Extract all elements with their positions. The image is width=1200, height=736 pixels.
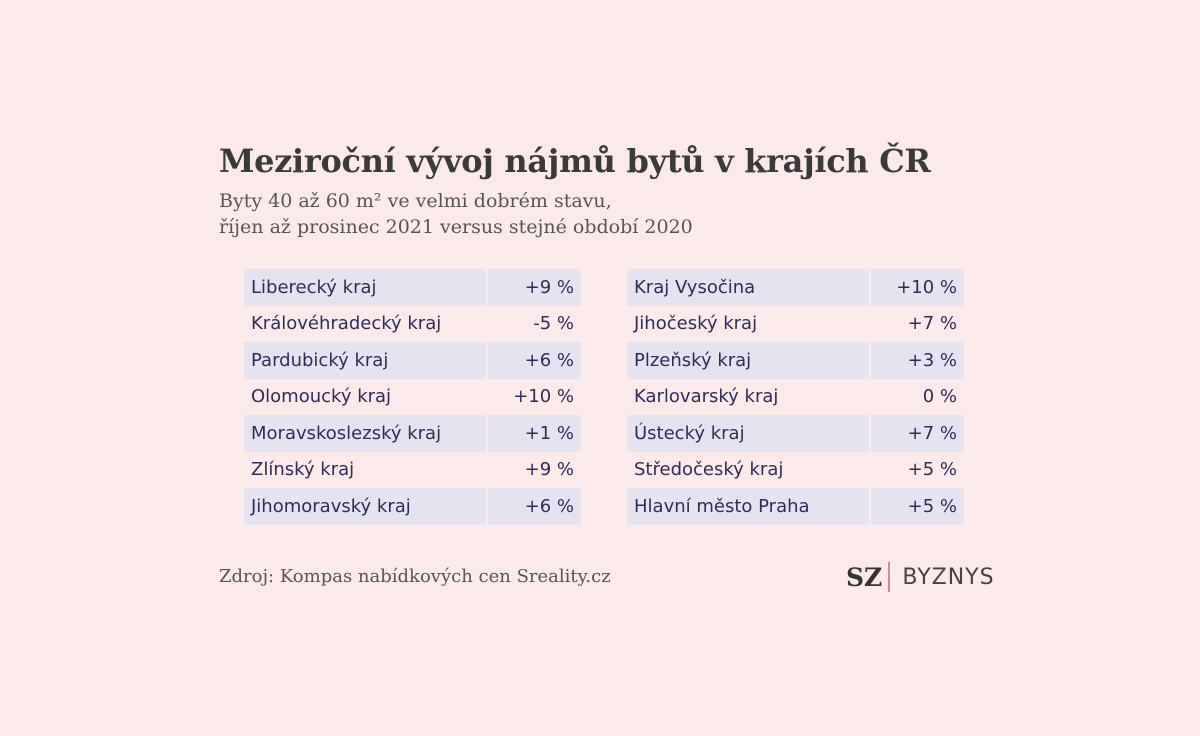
- rent-change-value: +9 %: [488, 269, 581, 306]
- region-name: Jihočeský kraj: [634, 313, 758, 335]
- rent-change-value: +6 %: [488, 488, 581, 525]
- region-name: Královéhradecký kraj: [251, 313, 442, 335]
- table-row: Zlínský kraj +9 %: [244, 452, 581, 489]
- rent-change-value: +7 %: [871, 415, 964, 452]
- rent-change-value: +5 %: [871, 488, 964, 525]
- region-name: Hlavní město Praha: [627, 488, 871, 525]
- rent-change-value: +3 %: [871, 342, 964, 379]
- rent-change-value: +1 %: [488, 415, 581, 452]
- table-row: Jihomoravský kraj +6 %: [244, 488, 581, 525]
- region-name: Ústecký kraj: [627, 415, 871, 452]
- logo-sz: SZ: [846, 562, 883, 592]
- table-row: Karlovarský kraj 0 %: [627, 379, 964, 416]
- table-row: Kraj Vysočina +10 %: [627, 269, 964, 306]
- table-left: Liberecký kraj +9 % Královéhradecký kraj -5…: [244, 269, 581, 525]
- table-row: Středočeský kraj +5 %: [627, 452, 964, 489]
- rent-change-value: +6 %: [488, 342, 581, 379]
- table-row: Hlavní město Praha +5 %: [627, 488, 964, 525]
- table-right: Kraj Vysočina +10 % Jihočeský kraj +7 % Plze…: [627, 269, 964, 525]
- region-name: Plzeňský kraj: [627, 342, 871, 379]
- region-name: Kraj Vysočina: [627, 269, 871, 306]
- region-name: Středočeský kraj: [634, 459, 784, 481]
- table-row: Olomoucký kraj +10 %: [244, 379, 581, 416]
- table-row: Liberecký kraj +9 %: [244, 269, 581, 306]
- rent-change-value: 0 %: [922, 386, 957, 408]
- chart-subtitle-line-1: Byty 40 až 60 m² ve velmi dobrém stavu,: [219, 190, 612, 212]
- chart-title: Meziroční vývoj nájmů bytů v krajích ČR: [219, 142, 931, 180]
- logo-byznys: BYZNYS: [902, 564, 995, 590]
- region-name: Pardubický kraj: [244, 342, 488, 379]
- region-name: Karlovarský kraj: [634, 386, 779, 408]
- region-name: Jihomoravský kraj: [244, 488, 488, 525]
- table-row: Královéhradecký kraj -5 %: [244, 306, 581, 343]
- table-row: Moravskoslezský kraj +1 %: [244, 415, 581, 452]
- table-row: Plzeňský kraj +3 %: [627, 342, 964, 379]
- rent-change-value: +5 %: [907, 459, 957, 481]
- rent-change-value: +7 %: [907, 313, 957, 335]
- region-name: Liberecký kraj: [244, 269, 488, 306]
- region-name: Zlínský kraj: [251, 459, 355, 481]
- table-row: Ústecký kraj +7 %: [627, 415, 964, 452]
- source-note: Zdroj: Kompas nabídkových cen Sreality.c…: [219, 566, 611, 587]
- sz-byznys-logo: SZ BYZNYS: [846, 562, 995, 592]
- rent-change-value: +10 %: [871, 269, 964, 306]
- chart-subtitle-line-2: říjen až prosinec 2021 versus stejné obd…: [219, 216, 693, 238]
- region-name: Olomoucký kraj: [251, 386, 392, 408]
- region-name: Moravskoslezský kraj: [244, 415, 488, 452]
- rent-change-value: +10 %: [513, 386, 574, 408]
- rent-change-value: +9 %: [524, 459, 574, 481]
- logo-divider: [888, 562, 891, 592]
- table-row: Pardubický kraj +6 %: [244, 342, 581, 379]
- rent-change-value: -5 %: [533, 313, 574, 335]
- table-row: Jihočeský kraj +7 %: [627, 306, 964, 343]
